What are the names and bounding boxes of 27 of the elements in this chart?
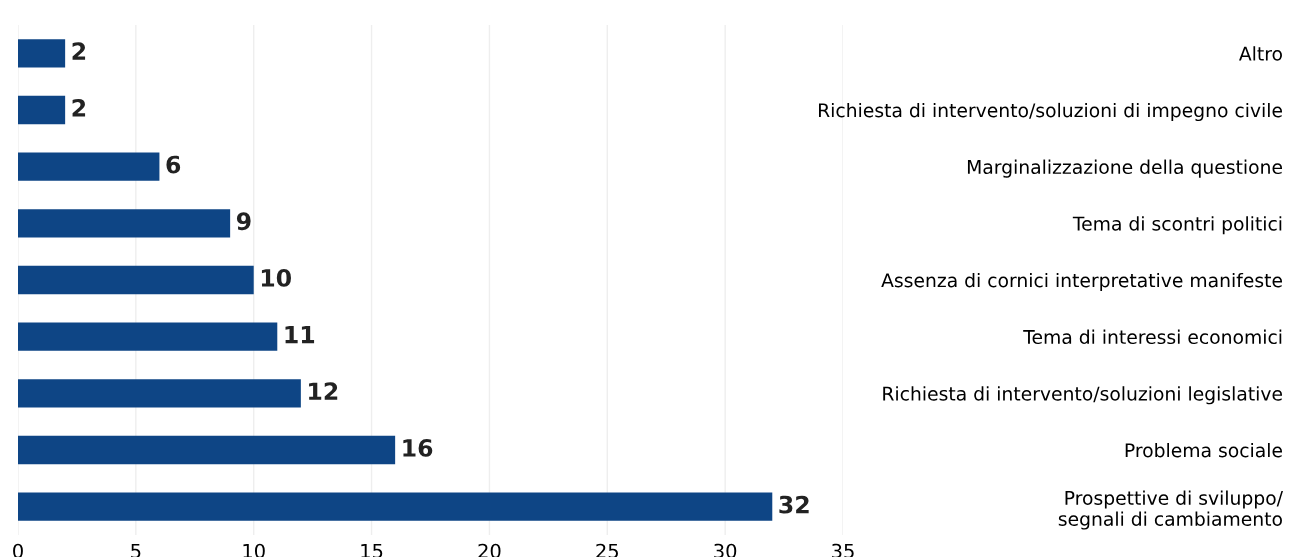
data-label: 32 <box>779 495 809 514</box>
data-label: 6 <box>166 155 181 174</box>
y-tick-label: Problema sociale <box>1125 442 1282 458</box>
y-tick-label: Altro <box>1239 46 1282 61</box>
bar <box>18 379 301 408</box>
bar <box>18 209 231 238</box>
y-tick-label: Richiesta di intervento/soluzioni di impegno civile <box>819 102 1282 122</box>
bar <box>18 39 66 68</box>
bar <box>18 435 396 465</box>
data-label: 10 <box>261 268 291 287</box>
data-label: 16 <box>403 439 433 457</box>
y-tick-label: Prospettive di sviluppo/ segnali di cambiamento <box>1058 490 1283 530</box>
y-tick-label: Tema di scontri politici <box>1072 216 1282 235</box>
data-label: 2 <box>72 98 86 117</box>
bar <box>18 322 278 351</box>
bar <box>18 95 66 125</box>
y-tick-label: Richiesta di intervento/soluzioni legislative <box>883 386 1283 405</box>
data-label: 11 <box>285 325 315 344</box>
data-label: 2 <box>72 42 86 60</box>
data-label: 9 <box>236 212 251 231</box>
y-tick-label: Assenza di cornici interpretative manifeste <box>881 272 1283 292</box>
y-tick-label: Marginalizzazione della questione <box>967 159 1282 178</box>
data-label: 12 <box>309 382 338 400</box>
bar <box>18 492 773 521</box>
y-tick-label: Tema di interessi economici <box>1023 329 1282 345</box>
bar <box>18 152 160 181</box>
bar <box>18 265 254 295</box>
